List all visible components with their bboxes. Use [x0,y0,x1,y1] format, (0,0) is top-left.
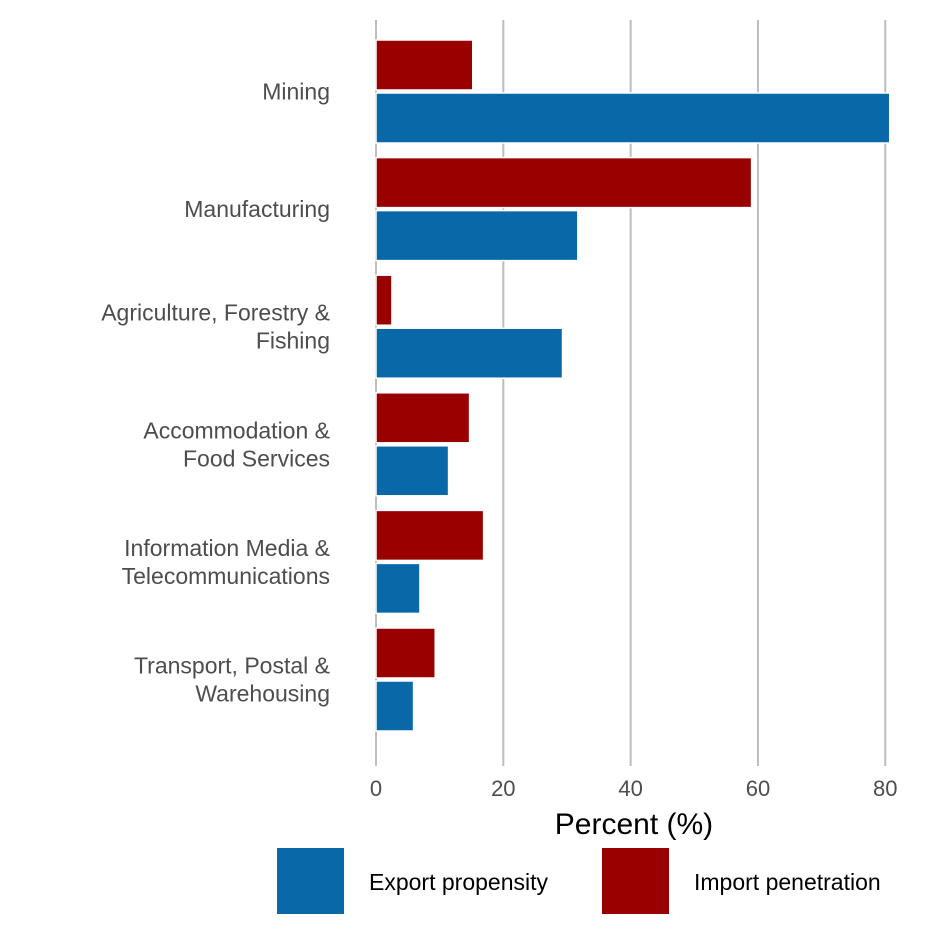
bar-import-penetration-2 [375,274,393,326]
x-axis-ticks: 0 20 40 60 80 [370,760,898,801]
legend: Export propensity Import penetration [277,848,881,914]
bar-export-propensity-4 [375,562,421,615]
bar-export-propensity-5 [375,680,415,732]
tick-label-x-0: 0 [370,776,382,801]
legend-label-export-propensity: Export propensity [369,869,548,895]
category-label-1: Manufacturing [184,196,330,222]
bar-import-penetration-0 [375,39,474,91]
bar-export-propensity-2 [375,327,564,379]
category-label-0: Mining [262,79,330,105]
legend-label-import-penetration: Import penetration [694,869,881,895]
category-label-3: Accommodation & Food Services [143,417,330,471]
legend-swatch-export-propensity [277,848,344,914]
x-axis-title: Percent (%) [555,808,713,841]
bar-export-propensity-0 [375,92,891,144]
bar-export-propensity-3 [375,445,450,497]
category-label-5: Transport, Postal & Warehousing [134,653,330,707]
tick-label-x-40: 40 [618,776,642,801]
tick-label-x-80: 80 [873,776,897,801]
legend-swatch-import-penetration [602,848,669,914]
bar-import-penetration-1 [375,156,753,209]
bar-export-propensity-1 [375,209,579,262]
bar-import-penetration-4 [375,509,485,562]
category-labels: Mining Manufacturing Agriculture, Forestry… [101,79,330,707]
tick-label-x-20: 20 [491,776,515,801]
bar-layer [375,39,891,732]
category-label-2: Agriculture, Forestry & Fishing [101,300,330,354]
tick-label-x-60: 60 [746,776,770,801]
bar-import-penetration-5 [375,627,436,679]
bar-import-penetration-3 [375,392,471,444]
category-label-4: Information Media & Telecommunications [122,535,330,589]
